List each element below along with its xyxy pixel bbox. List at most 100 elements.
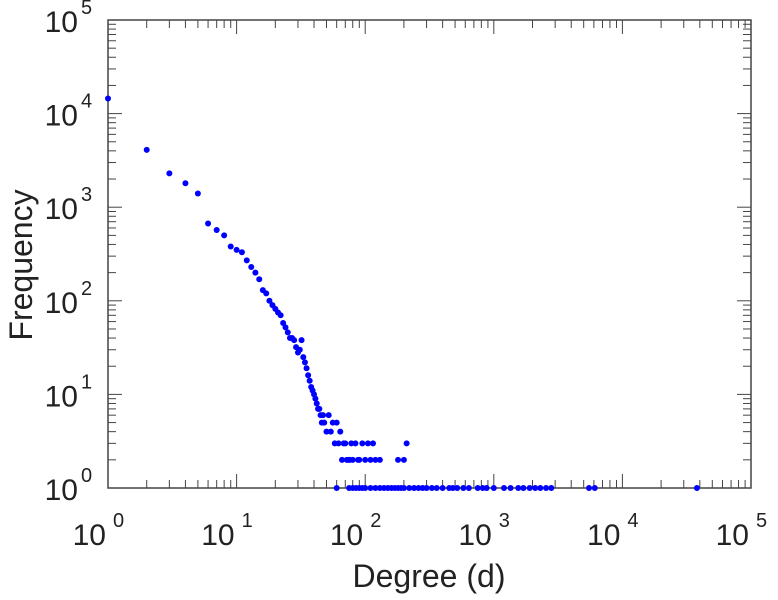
data-point bbox=[543, 485, 550, 491]
y-tick-exp: 2 bbox=[81, 278, 92, 300]
data-point bbox=[367, 456, 374, 463]
data-point bbox=[333, 419, 340, 426]
data-point bbox=[238, 249, 245, 256]
x-tick-exp: 3 bbox=[499, 510, 510, 532]
data-point bbox=[316, 405, 323, 412]
x-tick-label: 10 4 bbox=[587, 510, 639, 552]
x-tick-label: 10 2 bbox=[330, 510, 382, 552]
data-point bbox=[105, 95, 111, 102]
data-point bbox=[411, 485, 418, 491]
x-tick-base: 10 bbox=[587, 519, 620, 552]
y-tick-label: 10 0 bbox=[45, 465, 93, 507]
x-tick-exp: 2 bbox=[370, 510, 381, 532]
data-point bbox=[205, 220, 212, 227]
data-point bbox=[342, 440, 349, 447]
x-tick-exp: 1 bbox=[242, 510, 253, 532]
data-point bbox=[252, 269, 259, 276]
data-point bbox=[376, 456, 383, 463]
data-point bbox=[277, 312, 284, 319]
data-point bbox=[591, 485, 598, 491]
y-tick-base: 10 bbox=[45, 474, 78, 507]
y-tick-base: 10 bbox=[45, 287, 78, 320]
data-point bbox=[362, 456, 369, 463]
data-point bbox=[300, 354, 307, 361]
y-tick-exp: 1 bbox=[81, 371, 92, 393]
x-tick-label: 10 3 bbox=[458, 510, 510, 552]
data-point bbox=[439, 485, 446, 491]
data-point bbox=[400, 485, 407, 491]
data-point bbox=[313, 400, 320, 407]
data-point bbox=[428, 485, 435, 491]
data-point bbox=[352, 440, 359, 447]
minor-ticks bbox=[107, 20, 751, 489]
data-point bbox=[372, 485, 379, 491]
x-tick-label: 10 0 bbox=[73, 510, 125, 552]
data-point bbox=[376, 485, 383, 491]
data-point bbox=[349, 456, 356, 463]
data-point bbox=[213, 227, 220, 234]
data-point bbox=[256, 276, 263, 283]
data-point bbox=[348, 440, 355, 447]
data-point bbox=[291, 337, 298, 344]
data-point bbox=[526, 485, 533, 491]
data-point bbox=[166, 170, 173, 177]
data-points bbox=[105, 95, 700, 491]
data-point bbox=[359, 440, 366, 447]
data-point bbox=[320, 412, 327, 419]
x-tick-exp: 5 bbox=[756, 510, 767, 532]
data-point bbox=[370, 440, 377, 447]
data-point bbox=[296, 346, 303, 353]
data-point bbox=[500, 485, 507, 491]
x-tick-label: 10 1 bbox=[201, 510, 253, 552]
data-point bbox=[337, 428, 344, 435]
data-point bbox=[243, 257, 250, 264]
plot-frame bbox=[107, 19, 752, 489]
tick-labels: 10 0 10 1 10 2 10 3 10 4 10 510 010 110 210 310 410 5 bbox=[45, 0, 768, 552]
y-tick-exp: 5 bbox=[81, 0, 92, 19]
x-axis-title: Degree (d) bbox=[353, 558, 506, 594]
data-point bbox=[356, 456, 363, 463]
data-point bbox=[400, 456, 407, 463]
y-tick-base: 10 bbox=[45, 380, 78, 413]
data-point bbox=[143, 146, 150, 153]
data-point bbox=[362, 485, 369, 491]
data-point bbox=[449, 485, 456, 491]
x-tick-exp: 4 bbox=[627, 510, 638, 532]
data-point bbox=[507, 485, 514, 491]
data-point bbox=[305, 372, 312, 379]
data-point bbox=[227, 243, 234, 250]
y-axis-title: Frequency bbox=[3, 189, 39, 340]
data-point bbox=[483, 485, 490, 491]
data-point bbox=[532, 485, 539, 491]
data-point bbox=[372, 456, 379, 463]
data-point bbox=[364, 440, 371, 447]
data-point bbox=[415, 485, 422, 491]
x-tick-base: 10 bbox=[73, 519, 106, 552]
data-point bbox=[586, 485, 593, 491]
data-point bbox=[515, 485, 522, 491]
data-point bbox=[263, 290, 270, 297]
data-point bbox=[335, 440, 342, 447]
y-tick-label: 10 4 bbox=[45, 91, 93, 133]
data-point bbox=[520, 485, 527, 491]
data-point bbox=[303, 365, 310, 372]
y-tick-base: 10 bbox=[45, 193, 78, 226]
y-tick-label: 10 1 bbox=[45, 371, 93, 413]
data-point bbox=[194, 190, 201, 197]
x-tick-base: 10 bbox=[330, 519, 363, 552]
data-point bbox=[395, 456, 402, 463]
data-point bbox=[182, 180, 189, 187]
data-point bbox=[433, 485, 440, 491]
data-point bbox=[298, 337, 305, 344]
x-tick-base: 10 bbox=[716, 519, 749, 552]
y-tick-base: 10 bbox=[45, 6, 78, 39]
data-point bbox=[693, 485, 700, 491]
x-tick-exp: 0 bbox=[113, 510, 124, 532]
x-tick-base: 10 bbox=[201, 519, 234, 552]
data-point bbox=[312, 395, 319, 402]
data-point bbox=[282, 324, 289, 331]
y-tick-label: 10 3 bbox=[45, 184, 93, 226]
data-point bbox=[454, 485, 461, 491]
data-point bbox=[233, 246, 240, 253]
